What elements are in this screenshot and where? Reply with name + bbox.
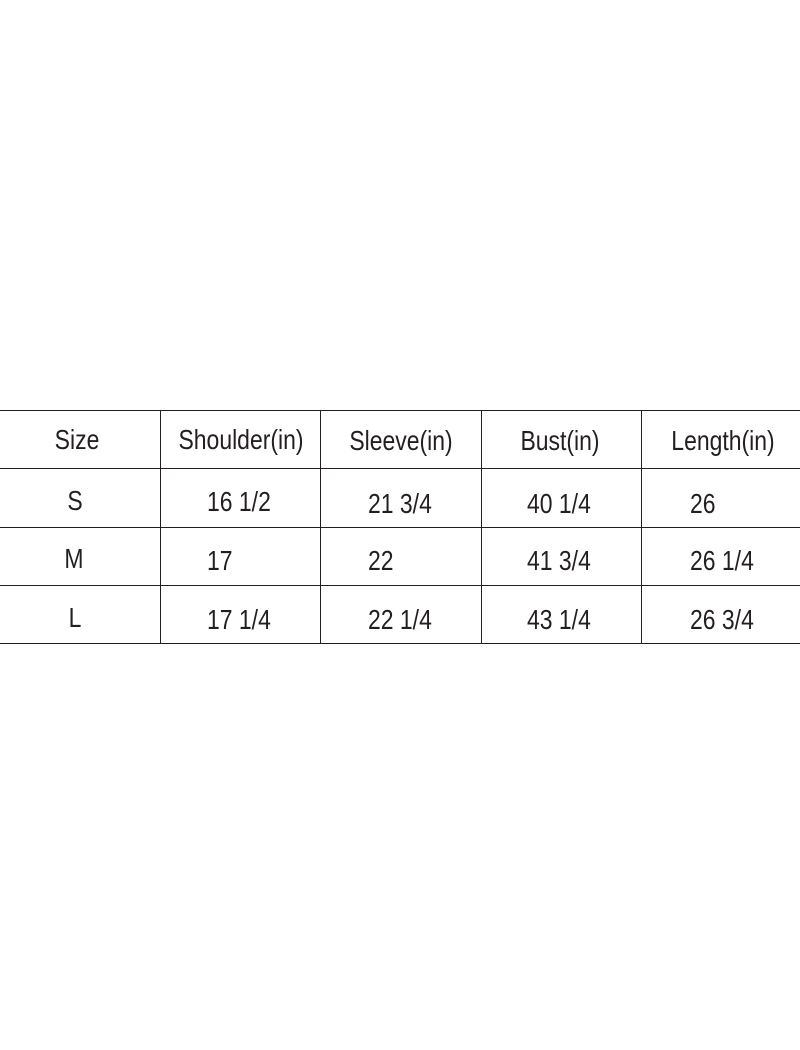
cell-length: 26 3/4 bbox=[690, 604, 754, 635]
table-border-top bbox=[0, 410, 800, 411]
header-shoulder: Shoulder(in) bbox=[178, 424, 304, 455]
cell-bust: 40 1/4 bbox=[527, 488, 591, 519]
column-divider bbox=[641, 410, 642, 644]
cell-bust: 41 3/4 bbox=[527, 545, 591, 576]
cell-length: 26 1/4 bbox=[690, 545, 754, 576]
cell-size: L bbox=[68, 602, 82, 633]
row-divider bbox=[0, 527, 800, 528]
cell-sleeve: 22 1/4 bbox=[368, 604, 432, 635]
cell-sleeve: 22 bbox=[368, 545, 394, 576]
header-bust: Bust(in) bbox=[520, 425, 600, 456]
cell-bust: 43 1/4 bbox=[527, 604, 591, 635]
table-border-bottom bbox=[0, 643, 800, 644]
header-size: Size bbox=[54, 424, 100, 455]
cell-sleeve: 21 3/4 bbox=[368, 488, 432, 519]
cell-shoulder: 16 1/2 bbox=[207, 486, 271, 517]
cell-size: S bbox=[67, 485, 83, 516]
header-divider bbox=[0, 468, 800, 469]
column-divider bbox=[160, 410, 161, 644]
header-sleeve: Sleeve(in) bbox=[349, 425, 453, 456]
cell-size: M bbox=[64, 543, 84, 574]
cell-shoulder: 17 bbox=[207, 545, 233, 576]
column-divider bbox=[481, 410, 482, 644]
header-length: Length(in) bbox=[671, 425, 775, 456]
row-divider bbox=[0, 585, 800, 586]
cell-shoulder: 17 1/4 bbox=[207, 604, 271, 635]
column-divider bbox=[320, 410, 321, 644]
cell-length: 26 bbox=[690, 488, 716, 519]
